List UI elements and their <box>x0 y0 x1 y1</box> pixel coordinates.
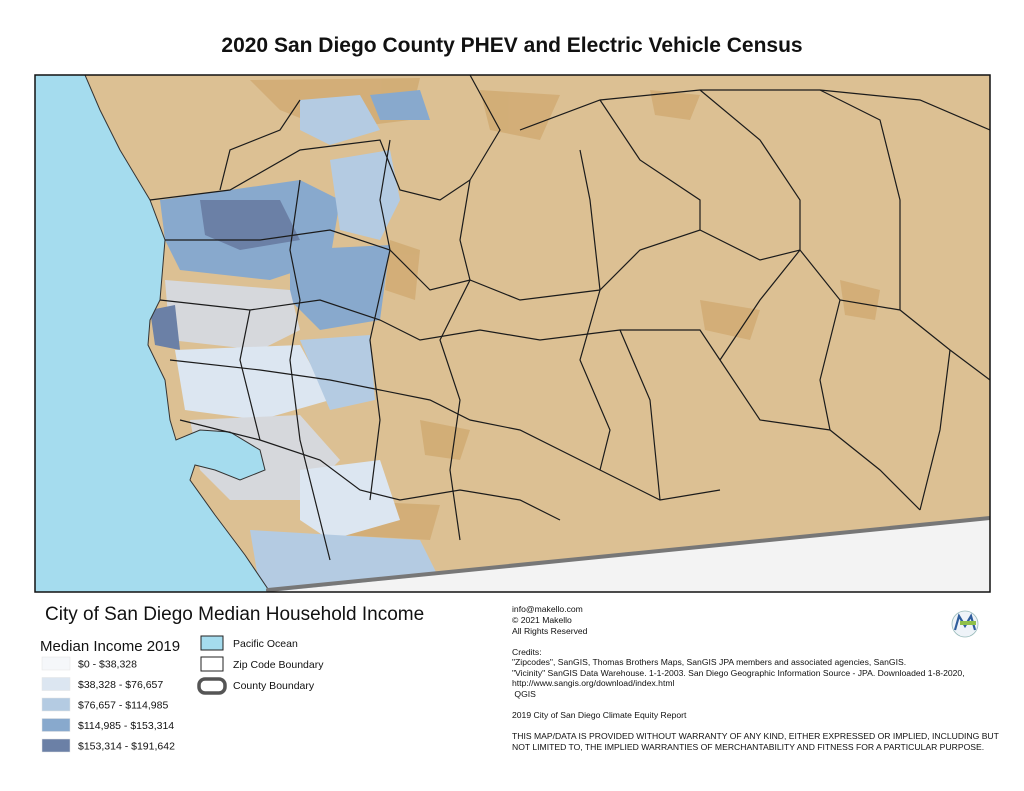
credit-line: QGIS <box>512 689 536 699</box>
class-label: $76,657 - $114,985 <box>78 700 168 712</box>
county-swatch <box>197 677 227 695</box>
class-swatch <box>41 718 71 732</box>
feature-legend: Pacific Ocean Zip Code Boundary County B… <box>197 635 324 695</box>
county-boundary <box>266 516 990 592</box>
class-label: $114,985 - $153,314 <box>78 720 174 732</box>
logo <box>951 610 979 638</box>
rights: All Rights Reserved <box>512 626 588 636</box>
income-zones <box>150 90 440 592</box>
credit-line: "Vicinity" SanGIS Data Warehouse. 1-1-20… <box>512 668 965 678</box>
class-swatch <box>41 738 71 753</box>
map-frame <box>34 74 991 593</box>
map-title: 2020 San Diego County PHEV and Electric … <box>221 34 802 57</box>
credit-line: http://www.sangis.org/download/index.htm… <box>512 678 675 688</box>
class-swatch <box>41 656 71 671</box>
feature-label: County Boundary <box>233 680 315 692</box>
class-label: $0 - $38,328 <box>78 659 137 671</box>
credits-heading: Credits: <box>512 647 542 657</box>
map <box>34 74 991 593</box>
copyright: © 2021 Makello <box>512 615 572 625</box>
report: 2019 City of San Diego Climate Equity Re… <box>512 710 687 720</box>
class-swatch <box>41 677 71 691</box>
income-classes: $0 - $38,328 $38,328 - $76,657 $76,657 - $… <box>41 656 175 753</box>
ocean-swatch <box>200 635 224 651</box>
email: info@makello.com <box>512 604 583 614</box>
feature-label: Pacific Ocean <box>233 638 298 650</box>
legend-title: City of San Diego Median Household Incom… <box>45 604 424 625</box>
zip-boundaries <box>149 75 990 561</box>
legend-subtitle: Median Income 2019 <box>40 638 180 655</box>
credit-line: "Zipcodes", SanGIS, Thomas Brothers Maps… <box>512 657 906 667</box>
disclaimer: NOT LIMITED TO, THE IMPLIED WARRANTIES O… <box>512 742 984 752</box>
class-label: $38,328 - $76,657 <box>78 679 163 691</box>
credits: info@makello.com © 2021 Makello All Righ… <box>512 604 1000 752</box>
class-label: $153,314 - $191,642 <box>78 741 175 753</box>
class-swatch <box>41 697 71 712</box>
zip-swatch <box>200 656 224 672</box>
feature-label: Zip Code Boundary <box>233 659 324 671</box>
disclaimer: THIS MAP/DATA IS PROVIDED WITHOUT WARRAN… <box>512 731 1000 741</box>
